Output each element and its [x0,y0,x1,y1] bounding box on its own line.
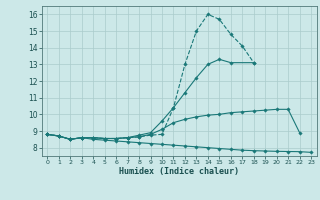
X-axis label: Humidex (Indice chaleur): Humidex (Indice chaleur) [119,167,239,176]
